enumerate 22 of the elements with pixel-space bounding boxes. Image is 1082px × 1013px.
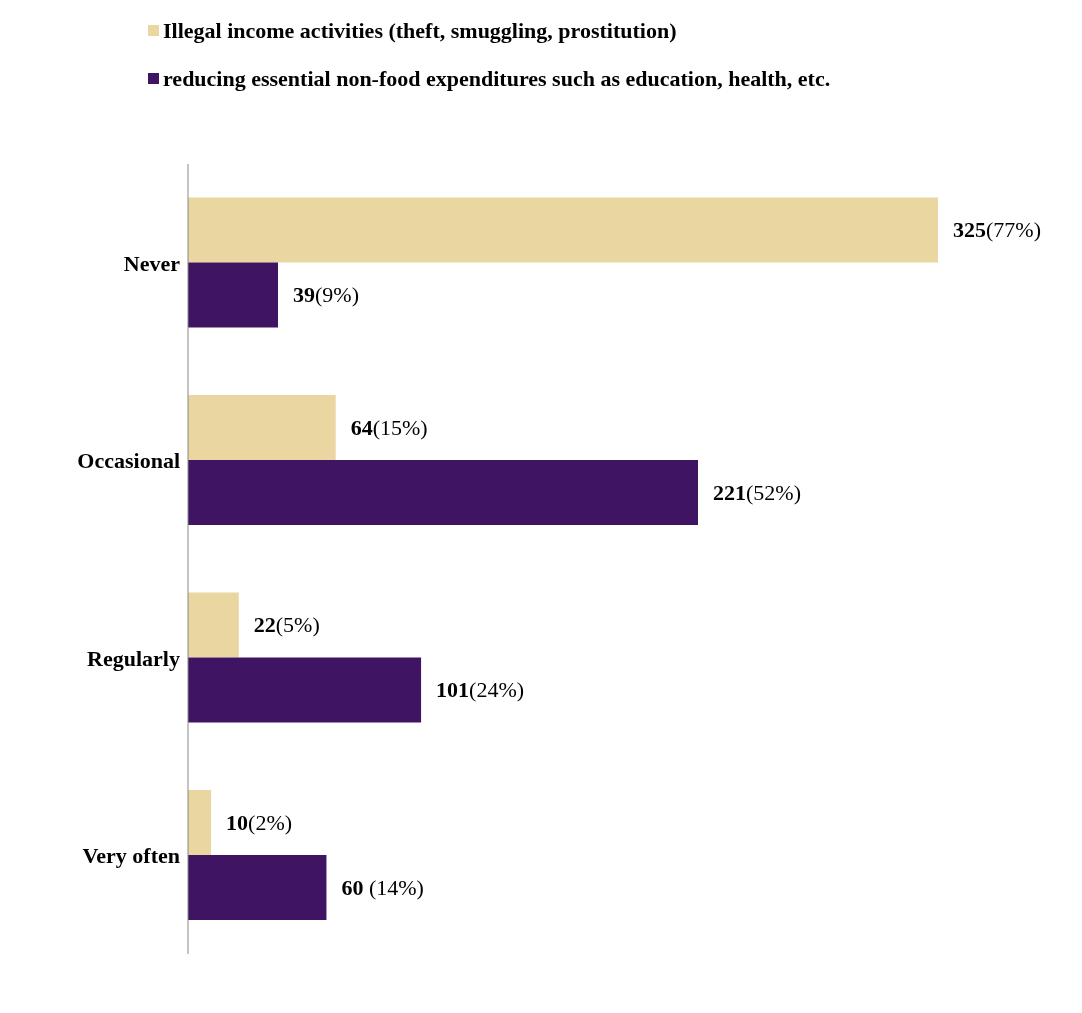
data-label: 101(24%) (436, 677, 525, 703)
bar (188, 395, 336, 461)
data-label: 10(2%) (226, 809, 293, 835)
y-tick-label: Regularly (87, 645, 180, 671)
data-label: 22(5%) (253, 612, 320, 638)
data-label: 221(52%) (713, 479, 801, 505)
bar (188, 790, 212, 856)
bar (188, 855, 327, 921)
bar (188, 592, 239, 658)
legend-label: Illegal income activities (theft, smuggling, prostitution) (163, 18, 677, 44)
bar (188, 197, 938, 263)
bar (188, 262, 278, 328)
y-tick-label: Never (123, 250, 181, 276)
y-tick-label: Occasional (77, 448, 180, 474)
data-label: 325(77%) (953, 217, 1041, 243)
data-label: 64(15%) (350, 414, 428, 440)
bar (188, 657, 422, 723)
legend-label: reducing essential non-food expenditures such as education, health, etc. (163, 66, 831, 92)
data-label: 60 (14%) (341, 874, 424, 900)
bar (188, 460, 698, 526)
data-label: 39(9%) (293, 282, 359, 308)
y-tick-label: Very often (82, 843, 180, 869)
